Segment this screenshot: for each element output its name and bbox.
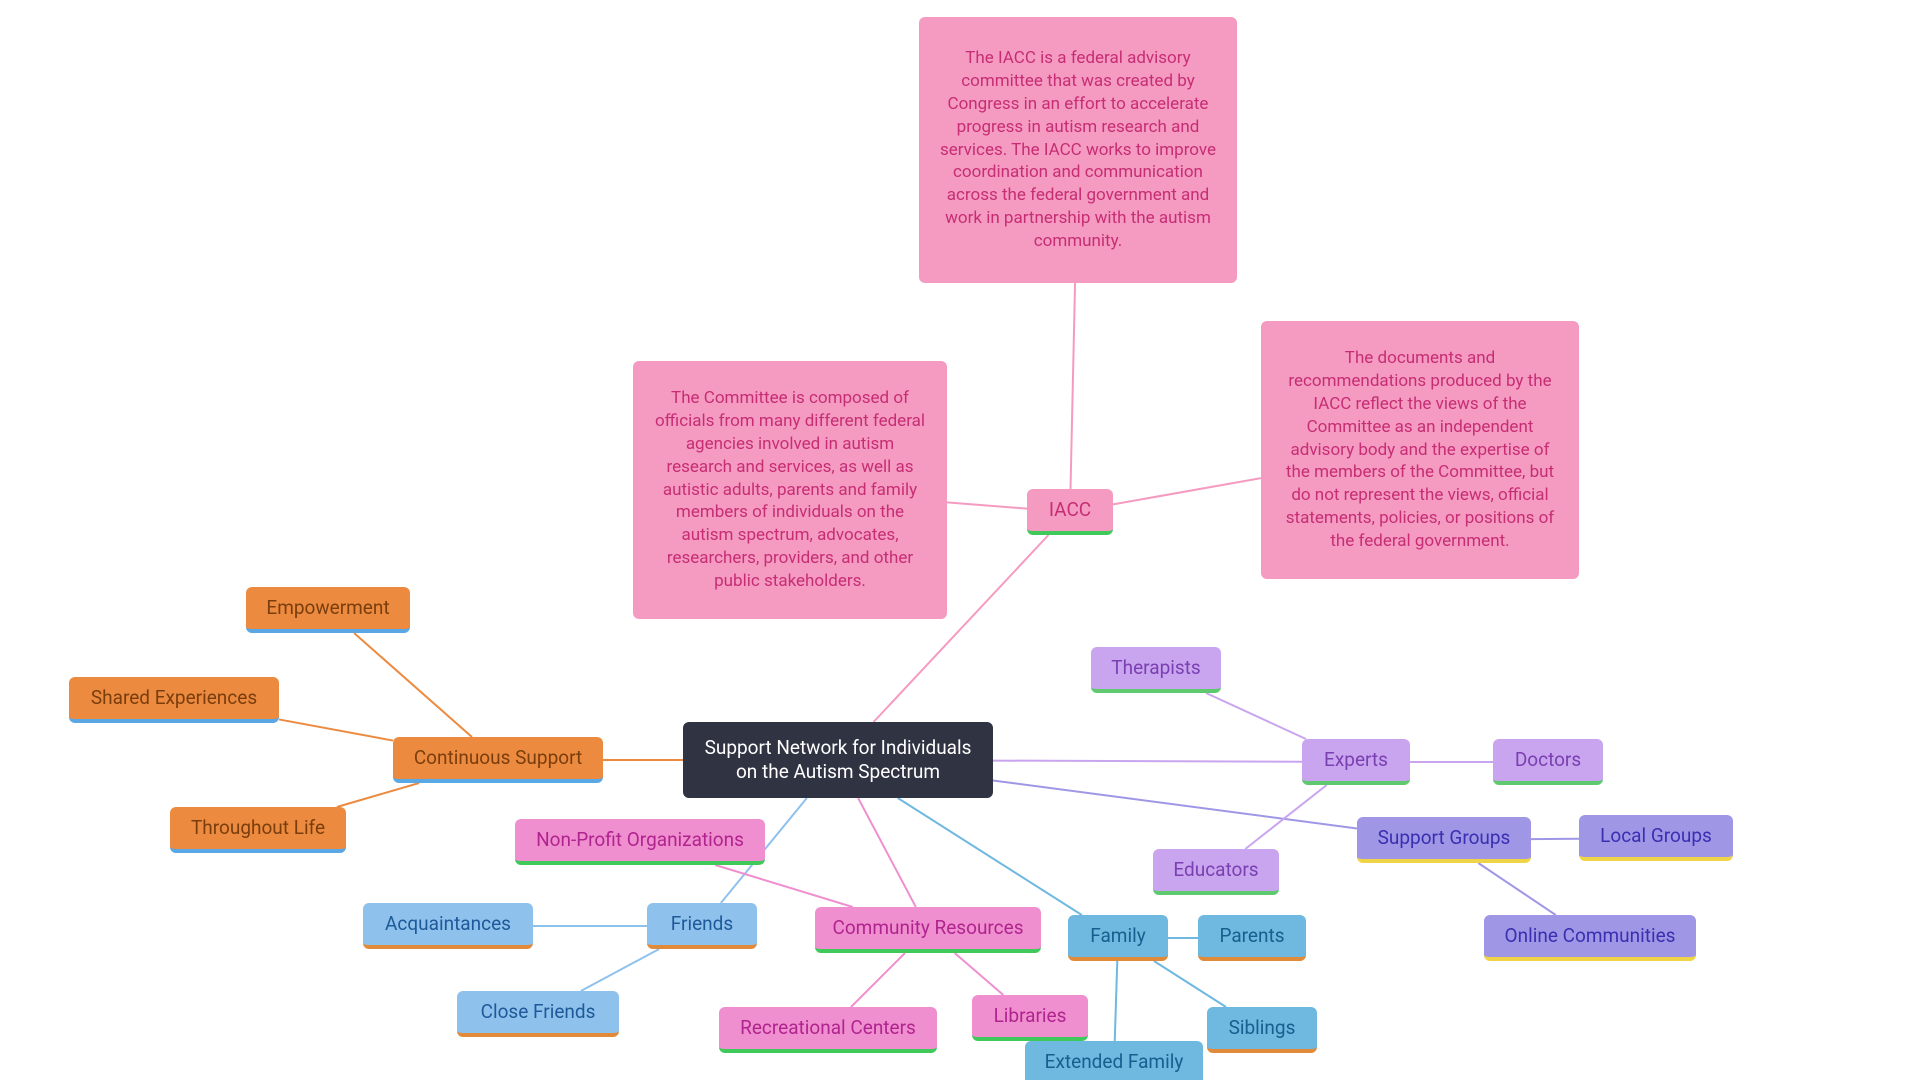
- node-experts: Experts: [1302, 739, 1410, 785]
- edge-central-experts: [993, 761, 1302, 762]
- diagram-canvas: Support Network for Individuals on the A…: [0, 0, 1920, 1080]
- edge-iacc-iacc_box_left: [947, 502, 1027, 508]
- edge-iacc-iacc_box_top: [1071, 283, 1076, 489]
- node-rec_centers: Recreational Centers: [719, 1007, 937, 1053]
- node-cont_support: Continuous Support: [393, 737, 603, 783]
- edge-experts-therapists: [1206, 693, 1306, 739]
- node-iacc_box_left: The Committee is composed of officials f…: [633, 361, 947, 619]
- edge-comm_resources-rec_centers: [851, 953, 905, 1007]
- edge-central-comm_resources: [858, 798, 916, 907]
- edge-comm_resources-libraries: [955, 953, 1004, 995]
- edge-central-support_groups: [993, 780, 1357, 828]
- edge-cont_support-shared_exp: [279, 719, 393, 740]
- edge-central-family: [898, 798, 1082, 915]
- node-empowerment: Empowerment: [246, 587, 410, 633]
- node-nonprofit: Non-Profit Organizations: [515, 819, 765, 865]
- node-close_friends: Close Friends: [457, 991, 619, 1037]
- edge-family-ext_family: [1115, 961, 1118, 1041]
- node-support_groups: Support Groups: [1357, 817, 1531, 863]
- node-through_life: Throughout Life: [170, 807, 346, 853]
- node-siblings: Siblings: [1207, 1007, 1317, 1053]
- node-comm_resources: Community Resources: [815, 907, 1041, 953]
- edge-experts-educators: [1245, 785, 1326, 849]
- edge-friends-close_friends: [581, 949, 659, 991]
- node-therapists: Therapists: [1091, 647, 1221, 693]
- node-doctors: Doctors: [1493, 739, 1603, 785]
- node-libraries: Libraries: [972, 995, 1088, 1041]
- node-iacc_box_top: The IACC is a federal advisory committee…: [919, 17, 1237, 283]
- node-parents: Parents: [1198, 915, 1306, 961]
- node-central: Support Network for Individuals on the A…: [683, 722, 993, 798]
- node-online_comm: Online Communities: [1484, 915, 1696, 961]
- node-acquaint: Acquaintances: [363, 903, 533, 949]
- node-educators: Educators: [1153, 849, 1279, 895]
- edge-iacc-iacc_box_right: [1113, 478, 1261, 504]
- node-local_groups: Local Groups: [1579, 815, 1733, 861]
- node-family: Family: [1068, 915, 1168, 961]
- edge-cont_support-empowerment: [354, 633, 472, 737]
- edge-comm_resources-nonprofit: [715, 865, 852, 907]
- node-friends: Friends: [647, 903, 757, 949]
- edge-family-siblings: [1154, 961, 1226, 1007]
- edge-support_groups-online_comm: [1478, 863, 1555, 915]
- node-iacc_box_right: The documents and recommendations produc…: [1261, 321, 1579, 579]
- node-shared_exp: Shared Experiences: [69, 677, 279, 723]
- node-iacc: IACC: [1027, 489, 1113, 535]
- edge-cont_support-through_life: [337, 783, 419, 807]
- node-ext_family: Extended Family: [1025, 1041, 1203, 1080]
